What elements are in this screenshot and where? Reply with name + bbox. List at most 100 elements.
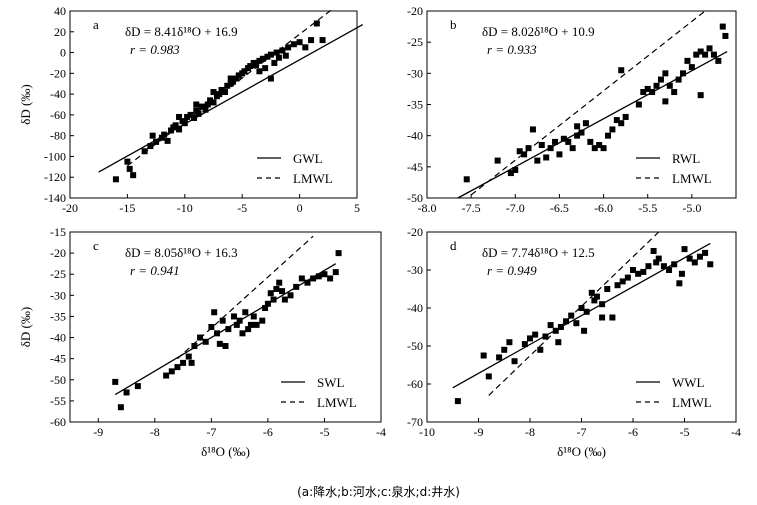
panel-b-data-point (657, 76, 664, 83)
panel-d-data-point (555, 339, 562, 346)
panel-a-data-point (164, 137, 171, 144)
panel-c-equation: δD = 8.05δ¹⁸O + 16.3 (125, 245, 238, 260)
panel-a-data-point (126, 165, 133, 172)
panel-c-data-point (298, 275, 305, 282)
figure-caption: (a:降水;b:河水;c:泉水;d:井水) (297, 485, 460, 499)
panel-d-x-tick-label: -9 (474, 425, 484, 439)
panel-c-data-point (335, 250, 342, 257)
panel-b-legend-lmwl: LMWL (672, 171, 712, 186)
panel-d-data-point (681, 246, 688, 253)
panel-b-x-tick-label: -5.5 (638, 201, 657, 215)
panel-b-data-point (715, 57, 722, 64)
panel-a-legend-lmwl: LMWL (293, 171, 333, 186)
panel-d-x-tick-label: -6 (628, 425, 638, 439)
panel-c-data-point (242, 309, 249, 316)
panel-c-legend-lmwl: LMWL (317, 395, 357, 410)
panel-b-data-point (604, 132, 611, 139)
panel-a-data-point (218, 86, 225, 93)
panel-d-data-point (660, 263, 667, 270)
panel-a-data-point (282, 52, 289, 59)
panel-b-data-point (618, 67, 625, 74)
panel-a-data-point (285, 44, 292, 51)
panel-a-legend-fit: GWL (293, 151, 323, 166)
panel-b-y-tick-label: -40 (407, 129, 423, 143)
panel-b-data-point (516, 148, 523, 155)
panel-a-data-point (202, 106, 209, 113)
panel-d-data-point (591, 297, 598, 304)
panel-c-y-tick-label: -50 (50, 373, 66, 387)
panel-b-data-point (552, 138, 559, 145)
panel-c-data-point (310, 275, 317, 282)
panel-c-data-point (236, 317, 243, 324)
panel-b-data-point (494, 157, 501, 164)
panel-a-data-point (207, 97, 214, 104)
panel-c-data-point (233, 321, 240, 328)
panel-a-y-axis-label: δD (‰) (18, 84, 33, 124)
panel-a-data-point (302, 44, 309, 51)
panel-d-data-point (578, 305, 585, 311)
panel-d-data-point (702, 249, 709, 256)
panel-d-legend-lmwl: LMWL (672, 395, 712, 410)
panel-c-letter: c (93, 238, 99, 253)
panel-c-x-tick-label: -5 (319, 425, 329, 439)
panel-d-data-point (547, 322, 554, 329)
panel-c-y-tick-label: -25 (50, 267, 66, 281)
panel-c-data-point (273, 286, 280, 292)
panel-b-data-point (463, 176, 470, 183)
panel-b-data-point (507, 170, 514, 177)
panel-d-data-point (532, 331, 539, 338)
panel-c-data-point (168, 368, 175, 375)
panel-a-x-tick-label: -15 (119, 201, 135, 215)
panel-d-data-point (542, 333, 549, 340)
panel-d-data-point (593, 293, 600, 300)
panel-a-y-tick-label: -140 (44, 191, 66, 205)
panel-c-data-point (245, 326, 252, 333)
panel-c-data-point (174, 364, 181, 371)
panel-c-data-point (117, 404, 124, 411)
panel-a-data-point (158, 134, 165, 141)
panel-a-data-point (130, 172, 137, 179)
panel-d-legend-fit: WWL (672, 375, 705, 390)
panel-a-data-point (184, 113, 191, 120)
panel-b-data-point (649, 89, 656, 96)
panel-c-r-value: r = 0.941 (130, 263, 180, 278)
panel-a-data-point (267, 51, 274, 58)
panel-c-data-point (211, 309, 218, 316)
panel-d-data-point (568, 312, 575, 319)
panel-d-data-point (650, 248, 657, 254)
panel-c-y-tick-label: -60 (50, 415, 66, 429)
panel-d-data-point (655, 255, 662, 262)
panel-a-data-point (210, 99, 217, 106)
panel-c-data-point (327, 275, 334, 282)
panel-d-y-tick-label: -70 (407, 415, 423, 429)
panel-d-data-point (599, 301, 606, 308)
panel-a-data-point (308, 37, 315, 44)
panel-a-data-point (181, 120, 188, 127)
panel-b-data-point (529, 126, 536, 133)
panel-d-data-point (506, 339, 513, 346)
panel-b-data-point (710, 51, 717, 58)
panel-a-x-tick-label: -5 (237, 201, 247, 215)
panel-a-data-point (273, 49, 280, 56)
panel-b-data-point (534, 157, 541, 164)
panel-d-data-point (624, 274, 631, 281)
panel-c-data-point (222, 343, 229, 349)
panel-b-data-point (662, 70, 669, 77)
panel-d-data-point (619, 278, 626, 285)
panel-d-data-point (573, 320, 580, 327)
panel-a-data-point (168, 127, 175, 134)
panel-a-y-tick-label: -120 (44, 170, 66, 184)
panel-c-data-point (321, 271, 328, 278)
panel-d-y-tick-label: -50 (407, 339, 423, 353)
panel-b-y-tick-label: -45 (407, 160, 423, 174)
panel-c-data-point (230, 313, 237, 320)
panel-d-y-tick-label: -20 (407, 225, 423, 239)
panel-b-data-point (662, 98, 669, 105)
panel-d-data-point (527, 335, 533, 342)
panel-c-y-tick-label: -45 (50, 352, 66, 366)
panel-c-data-point (281, 296, 288, 303)
panel-a-data-point (176, 126, 183, 133)
panel-c-data-point (287, 292, 294, 299)
panel-c-data-point (293, 283, 300, 290)
